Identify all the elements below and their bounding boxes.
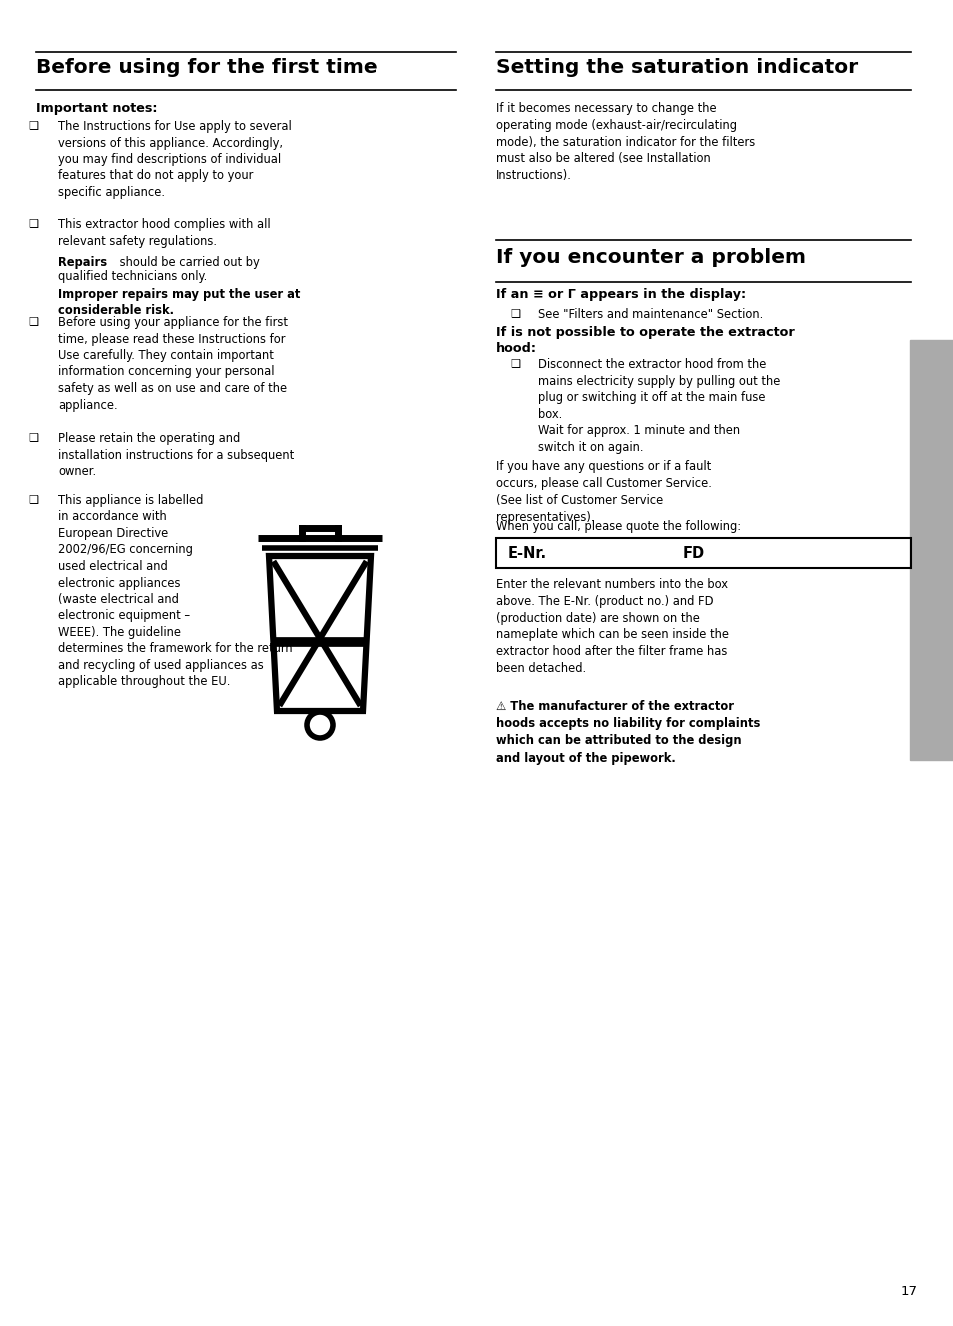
Text: If it becomes necessary to change the
operating mode (exhaust-air/recirculating
: If it becomes necessary to change the op… [496,102,755,182]
Text: If is not possible to operate the extractor
hood:: If is not possible to operate the extrac… [496,326,794,355]
Text: 17: 17 [900,1285,917,1298]
Text: Before using your appliance for the first
time, please read these Instructions f: Before using your appliance for the firs… [58,316,288,411]
Bar [496,538,910,568]
Text: If you encounter a problem: If you encounter a problem [496,248,805,267]
Text: ❑: ❑ [28,217,38,228]
Text: Improper repairs may put the user at
considerable risk.: Improper repairs may put the user at con… [58,288,300,317]
Text: Setting the saturation indicator: Setting the saturation indicator [496,58,858,77]
Text: This appliance is labelled
in accordance with
European Directive
2002/96/EG conc: This appliance is labelled in accordance… [58,495,293,688]
Text: Important notes:: Important notes: [36,102,157,115]
Text: If you have any questions or if a fault
occurs, please call Customer Service.: If you have any questions or if a fault … [496,460,711,489]
Text: ❑: ❑ [510,358,519,369]
Text: Please retain the operating and
installation instructions for a subsequent
owner: Please retain the operating and installa… [58,432,294,477]
Text: The Instructions for Use apply to several
versions of this appliance. Accordingl: The Instructions for Use apply to severa… [58,119,292,199]
Text: Enter the relevant numbers into the box
above. The E-Nr. (product no.) and FD
(p: Enter the relevant numbers into the box … [496,578,728,675]
Text: Before using for the first time: Before using for the first time [36,58,377,77]
Text: E-Nr.: E-Nr. [507,545,547,561]
Bar [909,339,953,760]
Text: ❑: ❑ [28,316,38,326]
Text: (See list of Customer Service
representatives).: (See list of Customer Service representa… [496,495,662,524]
Text: FD: FD [682,545,704,561]
Text: This extractor hood complies with all
relevant safety regulations.: This extractor hood complies with all re… [58,217,271,248]
Text: ⚠ The manufacturer of the extractor
hoods accepts no liability for complaints
wh: ⚠ The manufacturer of the extractor hood… [496,700,760,765]
Text: See "Filters and maintenance" Section.: See "Filters and maintenance" Section. [537,308,762,321]
Text: ❑: ❑ [510,308,519,318]
Text: Disconnect the extractor hood from the
mains electricity supply by pulling out t: Disconnect the extractor hood from the m… [537,358,780,420]
Text: Wait for approx. 1 minute and then
switch it on again.: Wait for approx. 1 minute and then switc… [537,424,740,453]
Text: qualified technicians only.: qualified technicians only. [58,271,207,282]
Text: ❑: ❑ [28,119,38,130]
Text: Repairs: Repairs [58,256,107,269]
Text: should be carried out by: should be carried out by [116,256,259,269]
Text: When you call, please quote the following:: When you call, please quote the followin… [496,520,740,533]
Text: ❑: ❑ [28,495,38,504]
Text: ❑: ❑ [28,432,38,442]
Text: If an ≡ or Γ appears in the display:: If an ≡ or Γ appears in the display: [496,288,745,301]
